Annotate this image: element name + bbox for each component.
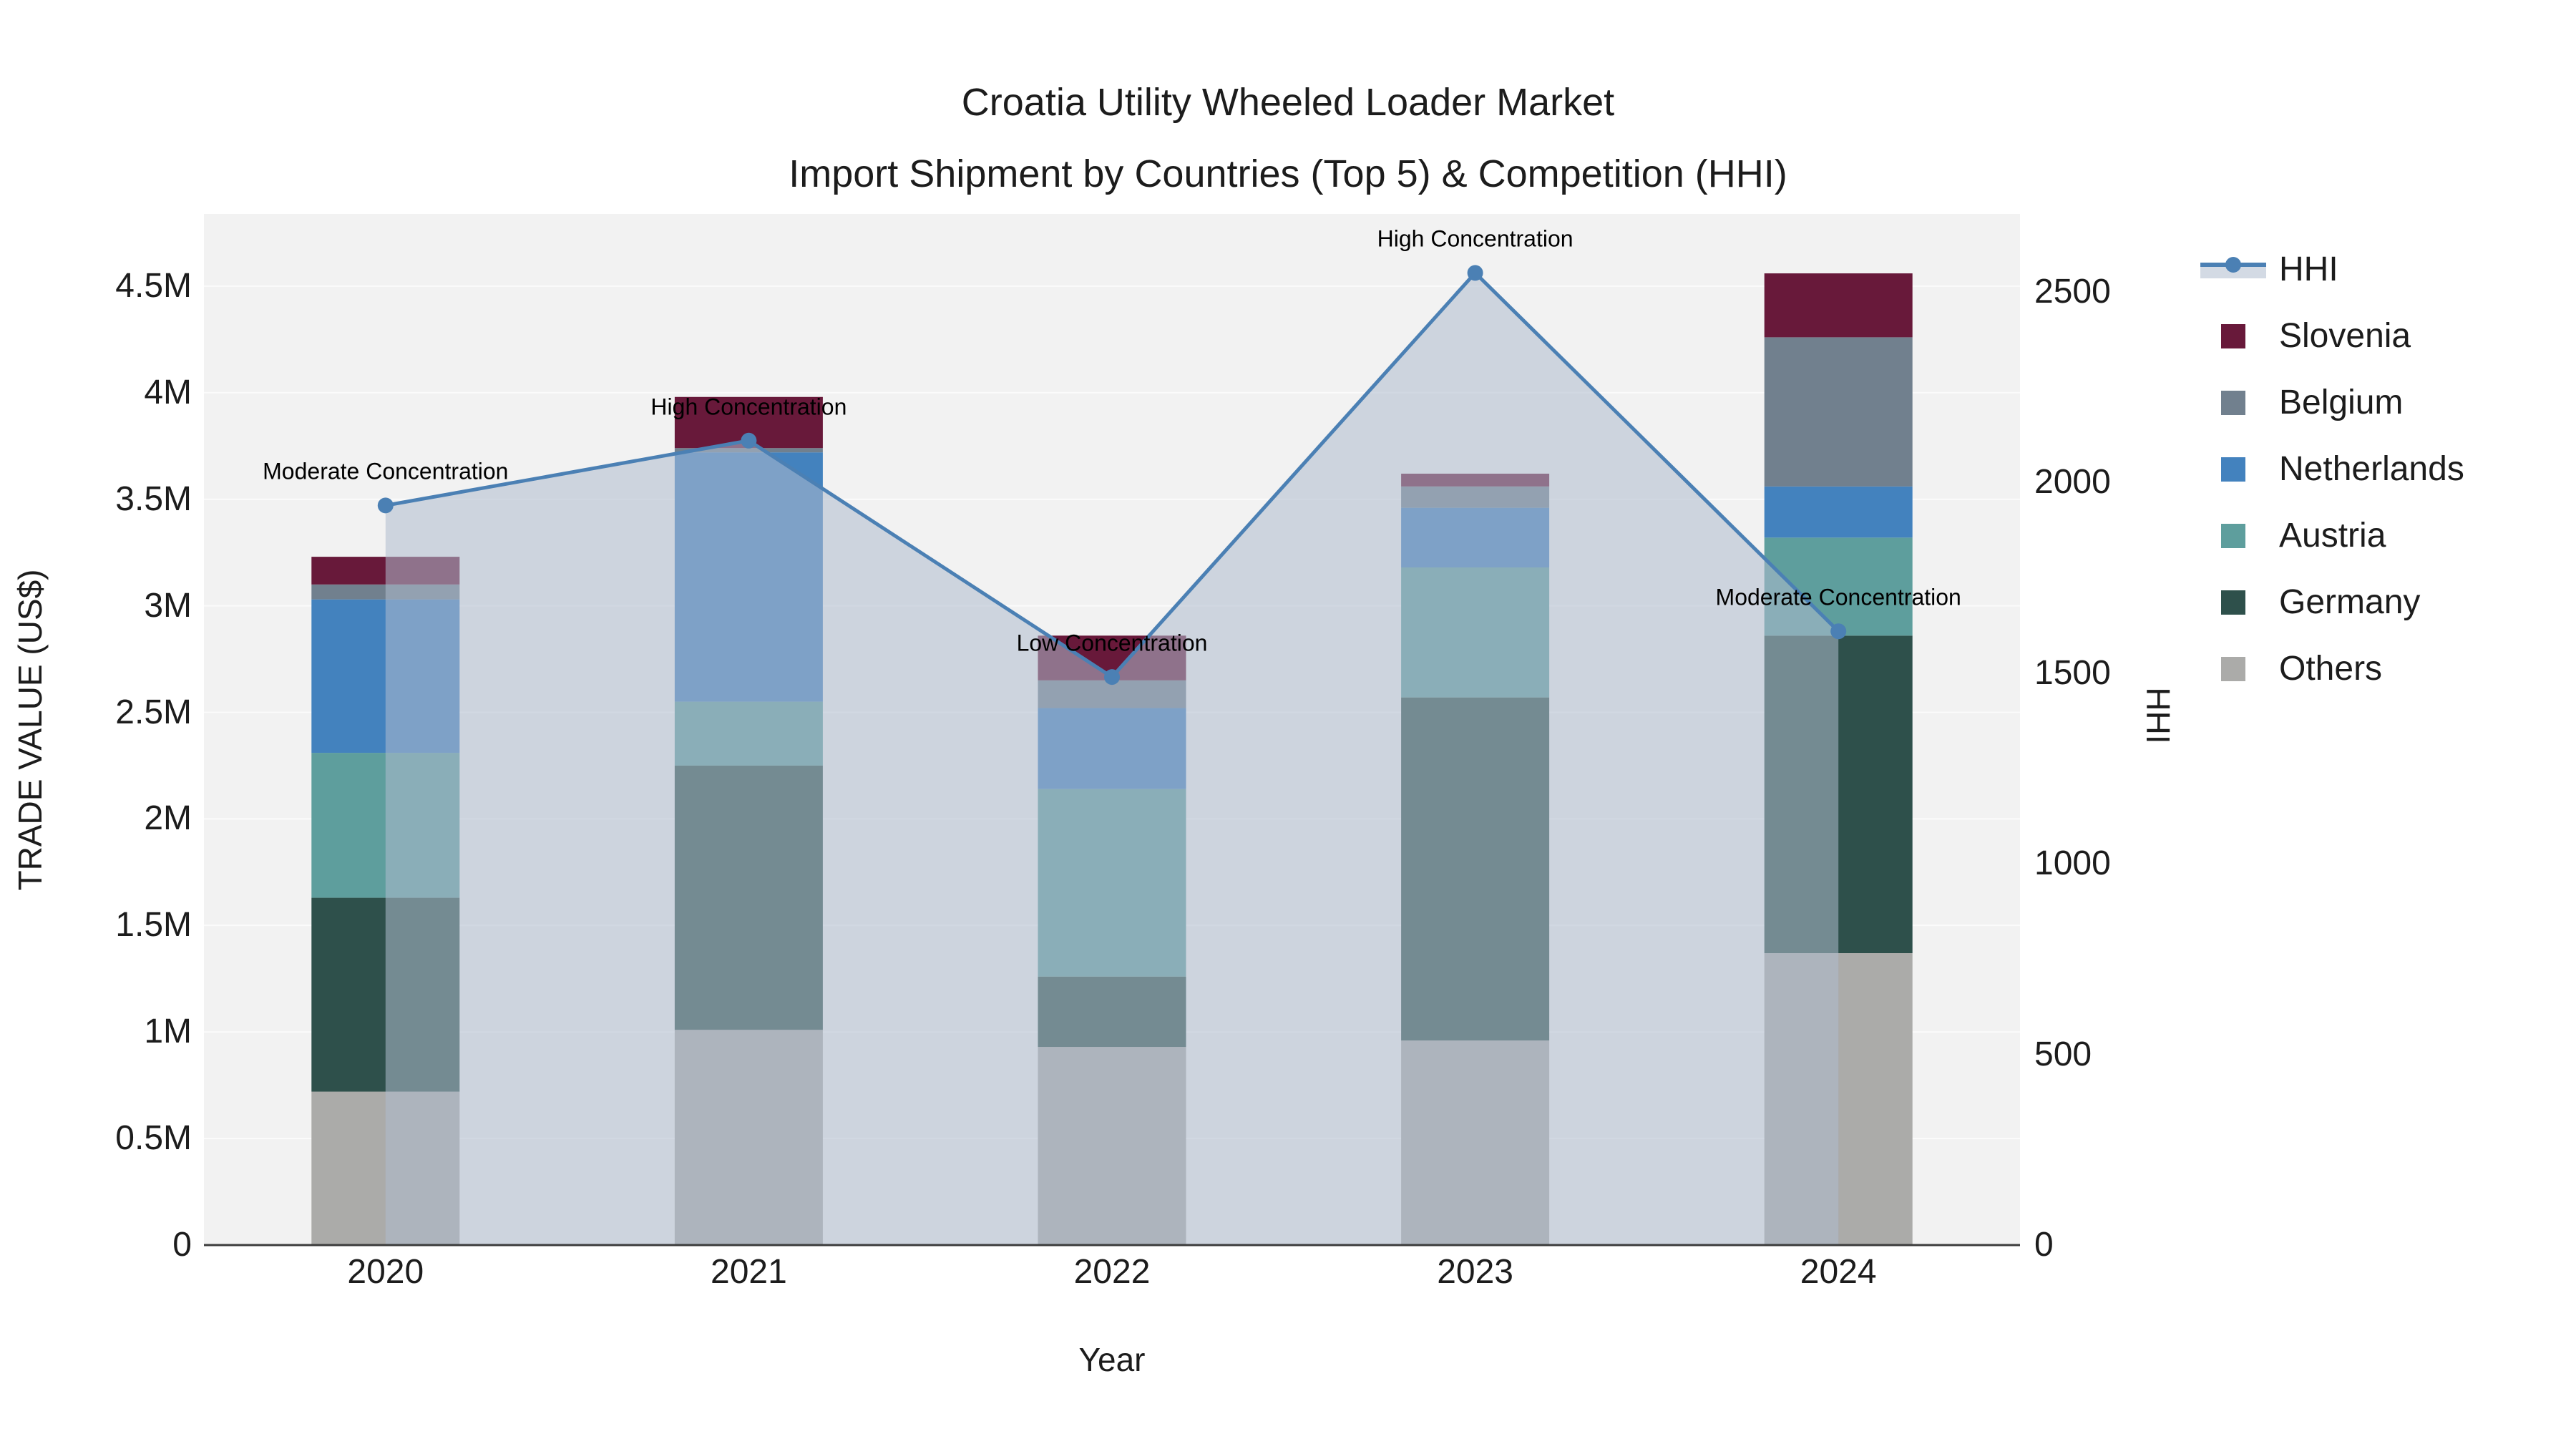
chart-title-line2: Import Shipment by Countries (Top 5) & C… <box>789 152 1787 195</box>
legend-item-hhi[interactable]: HHI <box>2200 236 2572 303</box>
left-tick-1M: 1M <box>144 1013 192 1051</box>
left-tick-3M: 3M <box>144 586 192 625</box>
legend-item-netherlands[interactable]: Netherlands <box>2200 436 2572 502</box>
annotation-2022: Low Concentration <box>1016 630 1208 656</box>
x-axis-title: Year <box>1078 1341 1146 1378</box>
hhi-marker-2022[interactable] <box>1104 669 1120 686</box>
annotation-2024: Moderate Concentration <box>1715 584 1961 610</box>
left-tick-0.5M: 0.5M <box>115 1119 192 1158</box>
left-tick-0: 0 <box>172 1226 192 1264</box>
germany-swatch-icon <box>2200 590 2266 615</box>
hhi-marker-2023[interactable] <box>1467 265 1483 281</box>
bar-segment-netherlands-2024[interactable] <box>1764 486 1913 538</box>
legend-item-austria[interactable]: Austria <box>2200 502 2572 569</box>
bar-segment-belgium-2024[interactable] <box>1764 337 1913 487</box>
legend-item-belgium[interactable]: Belgium <box>2200 369 2572 436</box>
hhi-area-fill <box>385 273 1839 1245</box>
legend-label-others: Others <box>2279 650 2383 688</box>
bar-segment-slovenia-2024[interactable] <box>1764 273 1913 338</box>
austria-swatch-icon <box>2200 523 2266 548</box>
hhi-marker-2024[interactable] <box>1830 623 1847 640</box>
x-tick-2021: 2021 <box>711 1253 787 1291</box>
legend-label-belgium: Belgium <box>2279 384 2404 421</box>
legend-item-slovenia[interactable]: Slovenia <box>2200 303 2572 369</box>
left-tick-2.5M: 2.5M <box>115 693 192 731</box>
x-tick-2022: 2022 <box>1073 1253 1151 1291</box>
x-tick-2020: 2020 <box>347 1253 424 1291</box>
x-tick-2023: 2023 <box>1437 1253 1513 1291</box>
left-tick-4M: 4M <box>144 373 192 411</box>
belgium-swatch-icon <box>2200 390 2266 415</box>
left-tick-3.5M: 3.5M <box>115 479 192 518</box>
legend-label-netherlands: Netherlands <box>2279 450 2464 488</box>
legend-label-germany: Germany <box>2279 583 2421 621</box>
left-tick-1.5M: 1.5M <box>115 906 192 945</box>
right-axis-title: HHI <box>2140 687 2177 744</box>
left-tick-4.5M: 4.5M <box>115 266 192 305</box>
chart-title-line1: Croatia Utility Wheeled Loader Market <box>961 81 1615 124</box>
right-tick-2500: 2500 <box>2034 273 2111 311</box>
right-tick-2000: 2000 <box>2034 463 2111 502</box>
right-tick-500: 500 <box>2034 1035 2092 1073</box>
annotation-2023: High Concentration <box>1377 225 1574 252</box>
legend: HHI Slovenia Belgium Netherlands Austria Germ… <box>2200 236 2572 702</box>
right-tick-1000: 1000 <box>2034 844 2111 883</box>
right-tick-0: 0 <box>2034 1226 2054 1264</box>
annotation-2021: High Concentration <box>650 394 847 420</box>
legend-label-hhi: HHI <box>2279 250 2338 288</box>
slovenia-swatch-icon <box>2200 323 2266 348</box>
legend-item-germany[interactable]: Germany <box>2200 569 2572 635</box>
hhi-line-swatch-icon <box>2200 256 2266 278</box>
x-tick-2024: 2024 <box>1800 1253 1877 1291</box>
annotation-2020: Moderate Concentration <box>263 458 509 484</box>
hhi-marker-2020[interactable] <box>377 497 394 514</box>
left-tick-2M: 2M <box>144 799 192 838</box>
hhi-marker-2021[interactable] <box>741 432 757 449</box>
netherlands-swatch-icon <box>2200 457 2266 482</box>
others-swatch-icon <box>2200 656 2266 681</box>
legend-label-austria: Austria <box>2279 517 2386 555</box>
right-tick-1500: 1500 <box>2034 653 2111 692</box>
legend-item-others[interactable]: Others <box>2200 635 2572 702</box>
legend-label-slovenia: Slovenia <box>2279 317 2411 355</box>
